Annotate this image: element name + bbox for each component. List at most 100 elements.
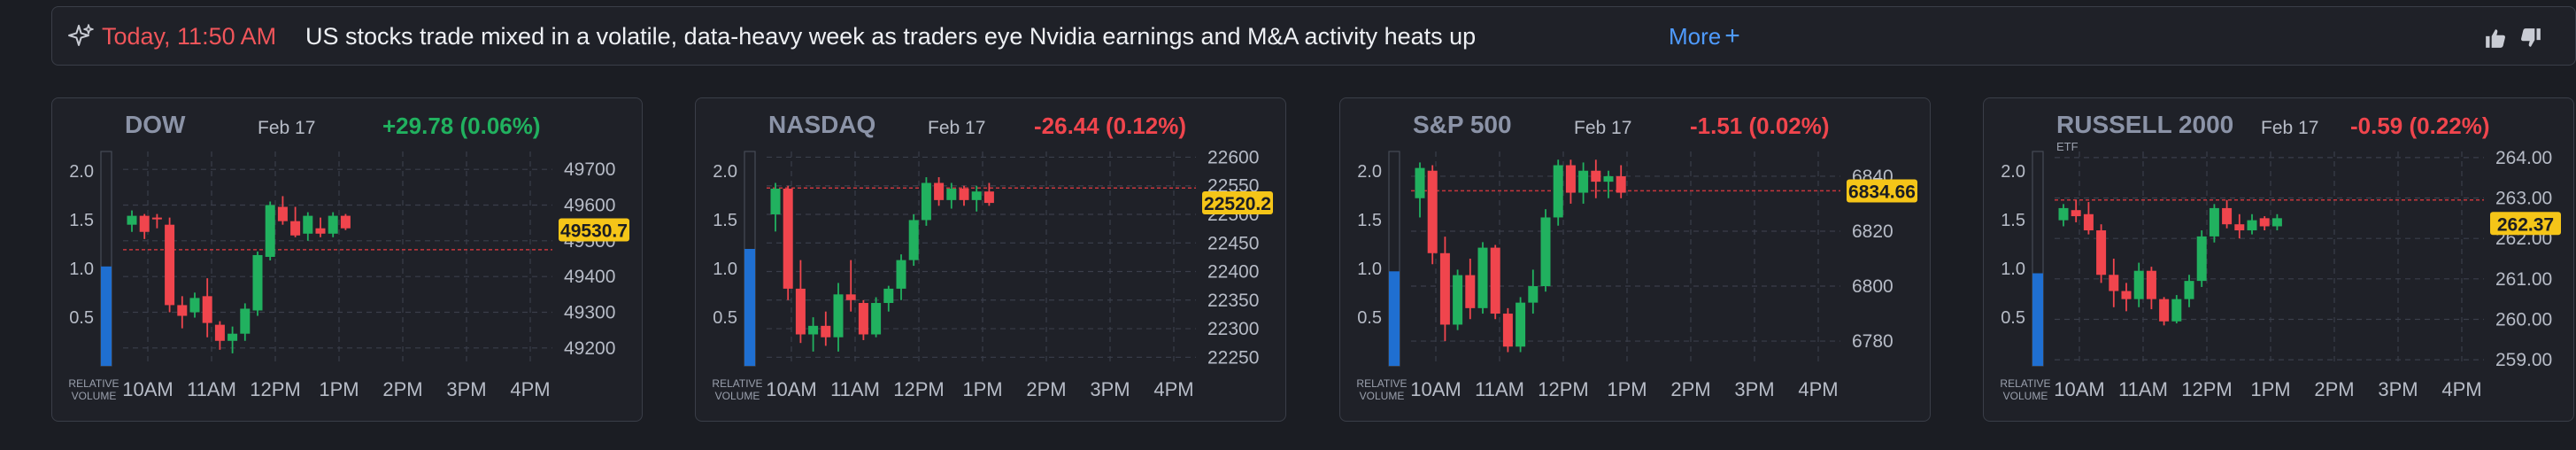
current-price-tag (1847, 179, 1917, 203)
volume-tick-label: 1.0 (713, 260, 737, 279)
candle-body (971, 191, 982, 200)
price-tick-label: 6800 (1852, 276, 1893, 297)
current-price-tag (559, 218, 629, 242)
index-name: DOW (125, 111, 186, 138)
time-tick-label: 3PM (1090, 378, 1130, 400)
candle-body (202, 296, 212, 323)
current-price-label: 22520.2 (1204, 194, 1271, 214)
candle-body (808, 325, 819, 335)
time-tick-label: 10AM (2054, 378, 2104, 400)
current-price-label: 6834.66 (1848, 182, 1916, 202)
candle-body (1415, 167, 1425, 198)
price-tick-label: 22350 (1207, 291, 1259, 311)
time-tick-label: 2PM (382, 378, 422, 400)
time-tick-label: 12PM (1538, 378, 1588, 400)
index-date: Feb 17 (1574, 118, 1632, 138)
candle-body (1603, 175, 1614, 182)
index-date: Feb 17 (928, 118, 986, 138)
candle-body (921, 182, 931, 221)
time-tick-label: 11AM (1475, 378, 1524, 400)
candle-body (983, 191, 994, 204)
index-name: NASDAQ (768, 111, 876, 138)
candle-body (139, 215, 150, 232)
thumbs-down-icon[interactable] (2519, 27, 2542, 50)
volume-axis-label: VOLUME (72, 390, 117, 402)
more-label: More (1669, 23, 1722, 50)
candle-body (946, 188, 957, 200)
candle-body (2247, 220, 2257, 231)
current-price-label: 262.37 (2497, 214, 2554, 235)
candle-body (265, 205, 275, 257)
volume-axis-label: VOLUME (2003, 390, 2048, 402)
candle-body (277, 206, 288, 221)
volume-bar (1389, 271, 1400, 366)
price-tick-label: 49600 (564, 196, 615, 216)
index-date: Feb 17 (258, 118, 316, 138)
volume-axis-label: VOLUME (715, 390, 760, 402)
news-banner[interactable]: Today, 11:50 AM US stocks trade mixed in… (51, 6, 2576, 66)
current-price-label: 49530.7 (560, 221, 628, 241)
sp500-card[interactable]: 2.0 1.5 1.0 0.5 RELATIVE VOLUME 6840 6820 6800 67… (1339, 97, 1931, 422)
volume-tick-label: 0.5 (69, 308, 94, 328)
more-button[interactable]: More + (1669, 22, 1740, 50)
volume-tick-label: 1.0 (69, 260, 94, 279)
candle-body (1439, 252, 1450, 325)
candle-body (328, 215, 338, 234)
price-tick-label: 6820 (1852, 221, 1893, 242)
candle-body (2083, 213, 2094, 231)
index-change: -0.59 (0.22%) (2350, 112, 2490, 139)
candle-body (1540, 217, 1551, 287)
candle-body (1453, 275, 1463, 325)
candle-body (340, 215, 351, 229)
candle-body (821, 325, 831, 338)
nasdaq-card[interactable]: 2.0 1.5 1.0 0.5 RELATIVE VOLUME 22600 22550 2250… (695, 97, 1286, 422)
volume-axis-label: RELATIVE (1356, 377, 1407, 390)
candle-body (240, 308, 251, 334)
volume-axis-label: RELATIVE (712, 377, 762, 390)
volume-tick-label: 2.0 (2001, 162, 2025, 182)
candle-body (1578, 170, 1589, 193)
time-tick-label: 1PM (2250, 378, 2290, 400)
time-tick-label: 10AM (122, 378, 173, 400)
candle-body (845, 294, 856, 300)
candle-body (833, 294, 844, 338)
dow-card[interactable]: 2.01.51.00.5RELATIVEVOLUME49700496004950… (51, 97, 643, 422)
time-tick-label: 3PM (1734, 378, 1774, 400)
time-tick-label: 12PM (250, 378, 300, 400)
candle-body (1502, 314, 1513, 347)
candle-body (896, 260, 906, 289)
candle-body (2171, 299, 2182, 322)
time-tick-label: 2PM (1026, 378, 1066, 400)
candle-body (2058, 207, 2069, 221)
candle-body (1591, 170, 1601, 182)
volume-tick-label: 1.0 (2001, 260, 2025, 279)
candle-body (177, 305, 188, 316)
news-timestamp: Today, 11:50 AM (102, 23, 277, 50)
candle-body (1553, 165, 1563, 218)
index-change: -1.51 (0.02%) (1690, 112, 1830, 139)
time-tick-label: 3PM (446, 378, 486, 400)
candle-body (858, 303, 868, 335)
thumbs-up-icon[interactable] (2484, 27, 2507, 50)
time-tick-label: 4PM (2441, 378, 2481, 400)
price-tick-label: 22300 (1207, 319, 1259, 339)
price-tick-label: 22250 (1207, 347, 1259, 368)
candle-body (2146, 270, 2156, 299)
candle-body (2196, 236, 2207, 282)
time-tick-label: 4PM (1798, 378, 1838, 400)
candle-body (959, 188, 969, 200)
time-tick-label: 12PM (2181, 378, 2232, 400)
time-tick-label: 2PM (1670, 378, 1710, 400)
volume-tick-label: 0.5 (1357, 308, 1382, 328)
candle-body (2159, 299, 2170, 322)
news-headline[interactable]: US stocks trade mixed in a volatile, dat… (305, 23, 1477, 50)
time-tick-label: 10AM (1410, 378, 1461, 400)
time-tick-label: 11AM (2118, 378, 2168, 400)
candle-body (228, 333, 238, 341)
russell-2000-card[interactable]: 2.0 1.5 1.0 0.5 RELATIVE VOLUME 264.00 263.00 26… (1983, 97, 2574, 422)
candle-body (795, 288, 806, 335)
candle-body (783, 188, 793, 289)
price-tick-label: 263.00 (2495, 189, 2552, 209)
volume-axis-label: RELATIVE (68, 377, 119, 390)
